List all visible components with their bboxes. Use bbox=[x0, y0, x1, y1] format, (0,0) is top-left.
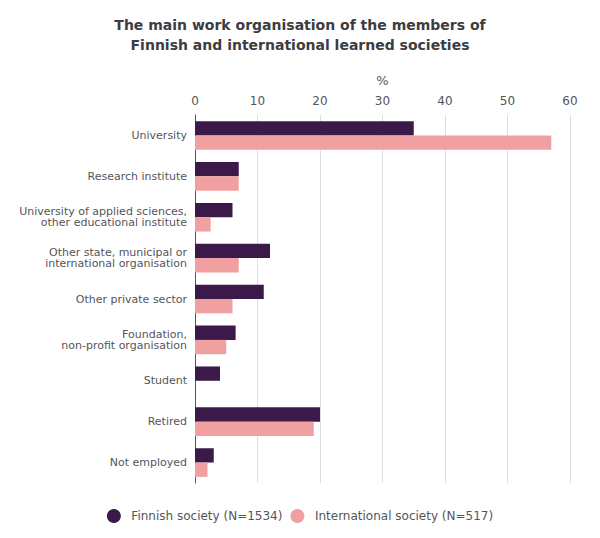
svg-text:International society (N=517): International society (N=517) bbox=[315, 509, 493, 523]
svg-text:Retired: Retired bbox=[148, 415, 187, 428]
svg-text:Other private sector: Other private sector bbox=[76, 293, 188, 306]
svg-text:international organisation: international organisation bbox=[45, 257, 187, 270]
svg-text:Foundation,: Foundation, bbox=[122, 327, 187, 341]
svg-text:University: University bbox=[132, 129, 188, 142]
svg-text:40: 40 bbox=[437, 94, 452, 108]
svg-text:%: % bbox=[376, 73, 388, 88]
svg-text:60: 60 bbox=[562, 94, 577, 108]
svg-text:Student: Student bbox=[144, 374, 188, 387]
svg-text:non-profit organisation: non-profit organisation bbox=[61, 339, 187, 352]
svg-text:Finnish society (N=1534): Finnish society (N=1534) bbox=[131, 509, 282, 523]
svg-text:University of applied sciences: University of applied sciences, bbox=[19, 205, 187, 219]
svg-text:30: 30 bbox=[375, 94, 390, 108]
svg-text:Finnish and international lear: Finnish and international learned societ… bbox=[131, 37, 470, 53]
svg-text:50: 50 bbox=[500, 94, 515, 108]
svg-text:Other state, municipal or: Other state, municipal or bbox=[49, 246, 187, 260]
svg-text:Not employed: Not employed bbox=[110, 456, 187, 469]
svg-text:Research institute: Research institute bbox=[88, 170, 188, 183]
svg-text:0: 0 bbox=[191, 94, 199, 108]
svg-text:20: 20 bbox=[312, 94, 327, 108]
svg-text:10: 10 bbox=[250, 94, 265, 108]
svg-text:other educational institute: other educational institute bbox=[41, 216, 187, 229]
svg-text:The main work organisation of: The main work organisation of the member… bbox=[114, 17, 486, 33]
